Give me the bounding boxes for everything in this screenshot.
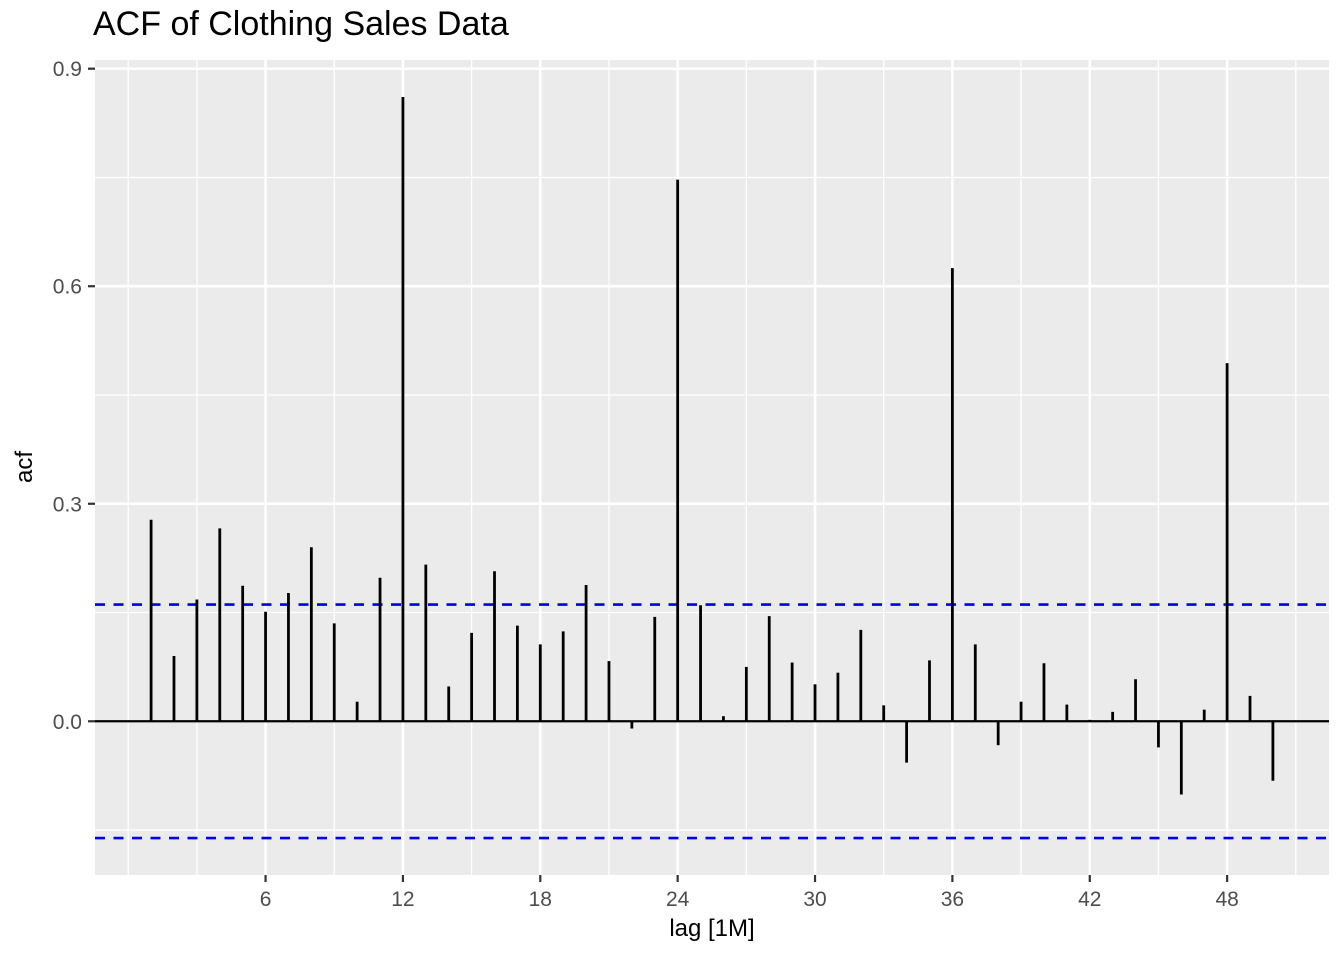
x-tick-label: 42 [1078,888,1101,911]
x-tick-label: 48 [1215,888,1238,911]
y-tick-label: 0.3 [53,493,82,516]
x-tick-label: 30 [803,888,826,911]
y-axis-title: acf [11,450,38,484]
y-tick-label: 0.0 [53,711,82,734]
x-tick-label: 6 [260,888,272,911]
x-tick-label: 36 [941,888,964,911]
y-tick-label: 0.6 [53,276,82,299]
chart-title: ACF of Clothing Sales Data [93,5,509,43]
y-tick-label: 0.9 [53,58,82,81]
x-tick-label: 24 [666,888,690,911]
x-axis-title: lag [1M] [669,915,755,942]
x-tick-label: 12 [391,888,414,911]
x-tick-label: 18 [529,888,552,911]
plot-panel [95,60,1329,875]
